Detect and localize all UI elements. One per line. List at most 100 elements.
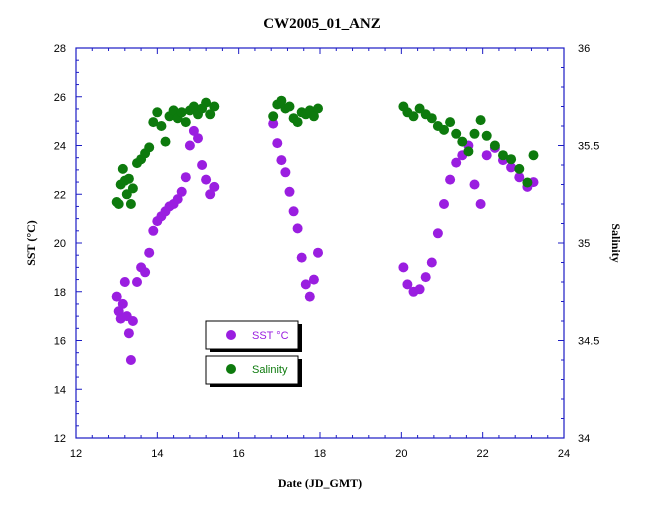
salinity-point bbox=[168, 105, 179, 116]
legend-label-salinity: Salinity bbox=[252, 364, 288, 376]
chart-title: CW2005_01_ANZ bbox=[263, 16, 381, 32]
sst-point bbox=[184, 140, 195, 151]
salinity-point bbox=[180, 117, 191, 128]
salinity-point bbox=[426, 113, 437, 124]
sst-point bbox=[144, 247, 155, 258]
legend-item-sst: SST °C bbox=[205, 320, 302, 352]
y2-tick-label: 34.5 bbox=[578, 336, 599, 348]
sst-point bbox=[308, 274, 319, 285]
sst-point bbox=[296, 252, 307, 263]
sst-point bbox=[475, 199, 486, 209]
sst-point bbox=[514, 172, 525, 183]
salinity-point bbox=[268, 111, 279, 122]
salinity-point bbox=[284, 101, 295, 112]
sst-point bbox=[481, 150, 492, 161]
sst-point bbox=[284, 186, 295, 197]
salinity-point bbox=[451, 128, 462, 139]
sst-point bbox=[148, 225, 159, 236]
sst-point bbox=[402, 279, 413, 290]
sst-point bbox=[414, 284, 425, 295]
salinity-point bbox=[522, 177, 533, 188]
sst-point bbox=[205, 189, 216, 200]
y-tick-label: 28 bbox=[54, 43, 66, 55]
sst-point bbox=[398, 262, 409, 273]
salinity-point bbox=[117, 163, 128, 174]
salinity-point bbox=[469, 128, 480, 139]
y2-tick-label: 36 bbox=[578, 43, 590, 55]
salinity-point bbox=[152, 107, 163, 118]
sst-point bbox=[123, 328, 134, 339]
salinity-point bbox=[148, 117, 159, 128]
sst-point bbox=[288, 206, 299, 217]
x-tick-label: 14 bbox=[151, 448, 163, 460]
sst-point bbox=[313, 247, 323, 258]
sst-point bbox=[119, 277, 130, 287]
sst-point bbox=[432, 228, 443, 239]
sst-point bbox=[132, 277, 142, 287]
y2-tick-label: 34 bbox=[578, 433, 590, 445]
y-tick-label: 24 bbox=[54, 141, 66, 153]
salinity-point bbox=[489, 140, 500, 151]
salinity-point bbox=[313, 103, 323, 114]
sst-point bbox=[469, 179, 480, 190]
salinity-point bbox=[176, 107, 187, 118]
salinity-point bbox=[156, 121, 167, 131]
salinity-point bbox=[439, 124, 449, 135]
salinity-point bbox=[160, 136, 171, 147]
x-tick-label: 16 bbox=[233, 448, 245, 460]
sst-point bbox=[506, 162, 517, 173]
sst-point bbox=[292, 223, 303, 234]
y2-axis-label: Salinity bbox=[609, 223, 623, 262]
sst-point bbox=[280, 167, 291, 178]
sst-point bbox=[172, 194, 183, 205]
sst-point bbox=[420, 272, 431, 283]
legend-marker-salinity bbox=[226, 364, 236, 374]
x-tick-label: 24 bbox=[558, 448, 570, 460]
x-axis-ticks: 12 14 16 18 20 22 24 bbox=[70, 48, 570, 460]
sst-point bbox=[272, 138, 283, 149]
y2-tick-label: 35 bbox=[578, 238, 590, 250]
legend: SST °C Salinity bbox=[205, 320, 302, 387]
x-tick-label: 12 bbox=[70, 448, 82, 460]
salinity-point bbox=[528, 150, 539, 161]
sst-point bbox=[111, 291, 122, 302]
salinity-point bbox=[514, 163, 525, 174]
sst-point bbox=[197, 160, 208, 170]
salinity-point bbox=[123, 173, 134, 184]
salinity-point bbox=[205, 109, 216, 120]
salinity-point bbox=[201, 97, 212, 108]
sst-point bbox=[451, 157, 462, 168]
y2-axis-ticks: 34 34.5 35 35.5 36 bbox=[558, 43, 599, 445]
salinity-point bbox=[125, 199, 136, 209]
salinity-point bbox=[308, 111, 319, 122]
salinity-series bbox=[111, 95, 539, 209]
y-tick-label: 20 bbox=[54, 238, 66, 250]
sst-point bbox=[426, 257, 437, 268]
y-tick-label: 16 bbox=[54, 336, 66, 348]
x-tick-label: 18 bbox=[314, 448, 326, 460]
x-tick-label: 22 bbox=[477, 448, 489, 460]
salinity-point bbox=[457, 136, 468, 147]
salinity-point bbox=[445, 117, 456, 128]
sst-series bbox=[111, 118, 539, 365]
sst-point bbox=[140, 267, 151, 278]
salinity-point bbox=[292, 117, 303, 128]
sst-point bbox=[268, 118, 279, 129]
sst-point bbox=[304, 291, 315, 302]
y-axis-label: SST (°C) bbox=[24, 220, 38, 266]
y-axis-ticks: 12 14 16 18 20 22 24 26 28 bbox=[54, 43, 82, 445]
sst-point bbox=[445, 174, 456, 185]
sst-point bbox=[439, 199, 449, 209]
sst-point bbox=[276, 155, 287, 166]
sst-point bbox=[125, 355, 136, 365]
sst-point bbox=[127, 316, 138, 326]
legend-item-salinity: Salinity bbox=[205, 355, 302, 387]
salinity-point bbox=[276, 95, 287, 106]
salinity-point bbox=[209, 101, 220, 112]
salinity-point bbox=[113, 199, 124, 209]
y-tick-label: 14 bbox=[54, 384, 66, 396]
y-tick-label: 12 bbox=[54, 433, 66, 445]
legend-marker-sst bbox=[226, 330, 236, 340]
sst-point bbox=[209, 181, 220, 192]
